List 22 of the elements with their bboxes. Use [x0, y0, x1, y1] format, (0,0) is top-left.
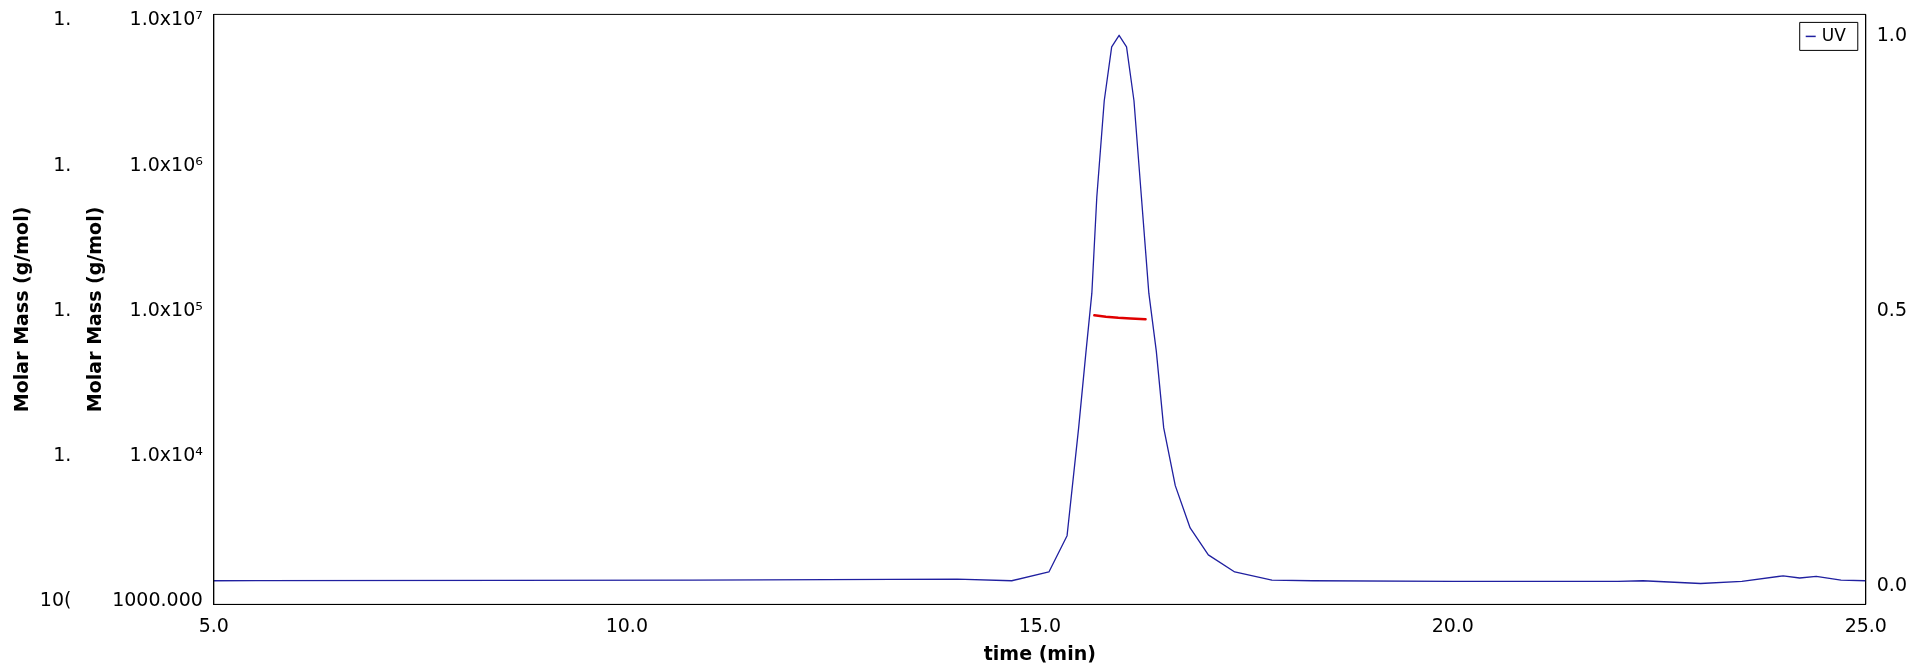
x-tick-label: 5.0: [198, 613, 229, 636]
text: 1.: [53, 152, 72, 175]
y2-tick-label: 1.0: [1876, 23, 1907, 46]
x-tick-label: 15.0: [1018, 613, 1061, 636]
y-tick-label: 1.0x10⁷: [129, 7, 203, 30]
x-tick-label: 25.0: [1844, 613, 1887, 636]
y3-axis-title: Molar Mass (g/mol): [10, 206, 33, 413]
y-axis-title: Molar Mass (g/mol): [82, 206, 105, 413]
text: 1.: [53, 442, 72, 465]
y2-tick-label: 0.0: [1876, 573, 1907, 596]
legend-label: UV: [1821, 24, 1847, 45]
x-tick-label: 20.0: [1431, 613, 1474, 636]
y-tick-label: 1000.000: [112, 588, 203, 611]
y-tick-label: 1.0x10⁶: [129, 152, 203, 175]
text: 10(: [39, 588, 72, 611]
x-tick-label: 10.0: [605, 613, 648, 636]
y-tick-label: 1.0x10⁴: [129, 442, 204, 465]
text: 1.: [53, 297, 72, 320]
y2-tick-label: 0.5: [1876, 298, 1907, 321]
y-tick-label: 1.0x10⁵: [129, 297, 203, 320]
text: 1.: [53, 7, 72, 30]
x-axis-title: time (min): [983, 641, 1096, 664]
